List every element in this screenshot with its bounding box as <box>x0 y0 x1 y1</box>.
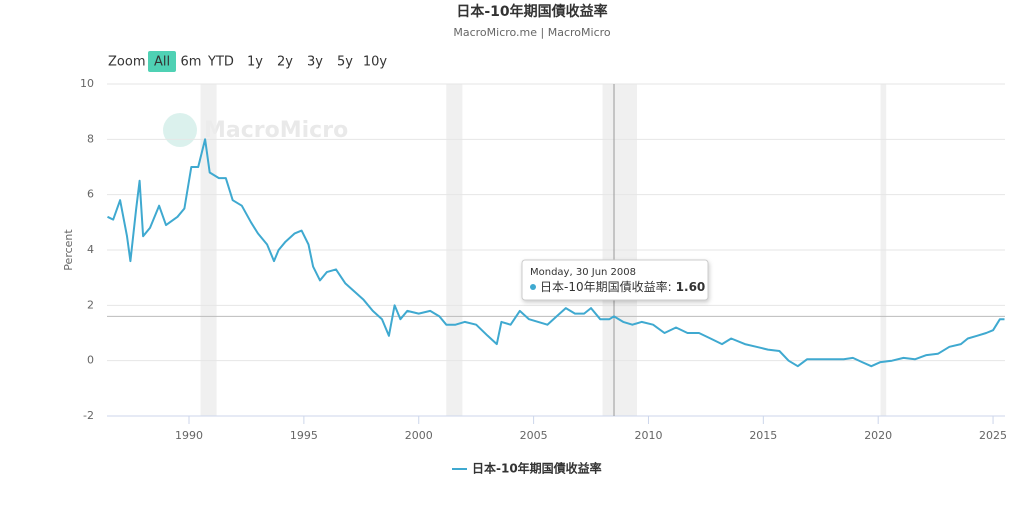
watermark-logo <box>163 113 197 147</box>
x-tick-label: 2010 <box>634 429 662 442</box>
tooltip-date: Monday, 30 Jun 2008 <box>530 267 636 278</box>
range-button[interactable]: 1y <box>247 55 263 70</box>
y-tick-label: 6 <box>87 188 94 201</box>
y-tick-label: 8 <box>87 132 94 145</box>
range-button[interactable]: 10y <box>363 55 388 70</box>
tooltip-series: 日本-10年期国債收益率: <box>540 279 672 294</box>
legend[interactable]: 日本-10年期国債收益率 <box>452 461 602 476</box>
y-tick-label: 4 <box>87 243 94 256</box>
y-tick-label: 10 <box>80 77 94 90</box>
x-tick-label: 1995 <box>290 429 318 442</box>
range-button[interactable]: All <box>154 55 170 70</box>
x-tick-label: 1990 <box>175 429 203 442</box>
range-button[interactable]: 3y <box>307 55 323 70</box>
x-tick-label: 2020 <box>864 429 892 442</box>
y-tick-label: -2 <box>83 409 94 422</box>
y-axis-label: Percent <box>62 229 75 271</box>
range-button[interactable]: 2y <box>277 55 293 70</box>
x-tick-label: 2005 <box>520 429 548 442</box>
chart-title: 日本-10年期国債收益率 <box>456 3 607 20</box>
tooltip-value: 1.60 <box>676 280 706 294</box>
chart-subtitle: MacroMicro.me | MacroMicro <box>453 26 611 39</box>
range-button[interactable]: 6m <box>181 55 202 70</box>
tooltip-box <box>521 259 709 301</box>
x-tick-label: 2015 <box>749 429 777 442</box>
y-tick-label: 0 <box>87 354 94 367</box>
legend-label: 日本-10年期国債收益率 <box>472 461 602 476</box>
watermark: MacroMicro <box>163 113 348 147</box>
zoom-label: Zoom <box>108 55 145 70</box>
range-button[interactable]: 5y <box>337 55 353 70</box>
range-button-bg <box>148 51 176 72</box>
x-tick-label: 2025 <box>979 429 1007 442</box>
x-tick-label: 2000 <box>405 429 433 442</box>
y-tick-label: 2 <box>87 298 94 311</box>
series-line <box>107 138 1005 368</box>
tooltip-dot <box>530 284 537 290</box>
tooltip-label: 日本-10年期国債收益率: 1.60 <box>540 279 705 294</box>
range-button[interactable]: YTD <box>207 55 234 70</box>
